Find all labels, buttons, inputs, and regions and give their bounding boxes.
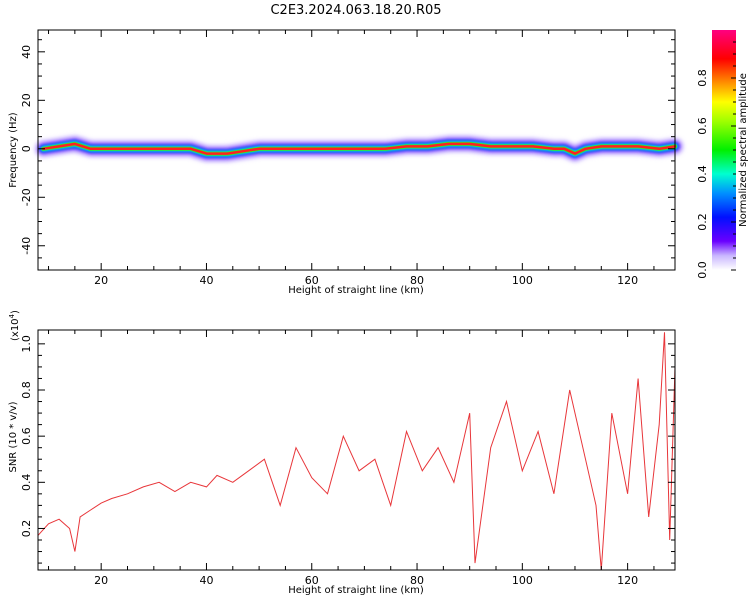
snr-x-label: Height of straight line (km) bbox=[288, 585, 424, 596]
colorbar-gradient bbox=[712, 30, 736, 270]
x-tick-label: 60 bbox=[305, 274, 319, 287]
spectrogram-frame bbox=[37, 29, 676, 271]
x-tick-label: 80 bbox=[410, 274, 424, 287]
y-tick-label: 1.0 bbox=[20, 335, 33, 353]
y-tick-label: 0.2 bbox=[20, 520, 33, 538]
x-tick-label: 100 bbox=[512, 274, 533, 287]
x-tick-label: 20 bbox=[94, 274, 108, 287]
snr-x-ticks: 20 40 60 80 100 120 bbox=[48, 330, 655, 587]
y-tick-label: -20 bbox=[20, 188, 33, 206]
spectrogram-y-ticks: 40 20 0 -20 -40 bbox=[20, 39, 675, 271]
colorbar-tick-label: 0.6 bbox=[696, 117, 709, 135]
scale-note-open: (x10 bbox=[10, 318, 21, 341]
spectrogram-x-ticks: 20 40 60 80 100 120 bbox=[48, 30, 655, 287]
snr-scale-note: (x104) bbox=[8, 310, 21, 341]
y-tick-label: 0.6 bbox=[20, 427, 33, 445]
colorbar-tick-label: 0.4 bbox=[696, 165, 709, 183]
y-tick-label: 20 bbox=[20, 93, 33, 107]
colorbar-tick-label: 0.2 bbox=[696, 213, 709, 231]
snr-frame bbox=[37, 329, 676, 571]
x-tick-label: 60 bbox=[305, 574, 319, 587]
y-tick-label: 0.8 bbox=[20, 381, 33, 399]
spectrogram-panel: 20 40 60 80 100 120 40 20 0 -20 -40 Height of str… bbox=[8, 29, 684, 296]
colorbar-tick-label: 0.8 bbox=[696, 69, 709, 87]
x-tick-label: 20 bbox=[94, 574, 108, 587]
x-tick-label: 40 bbox=[199, 274, 213, 287]
ridge-red bbox=[42, 142, 677, 155]
chart-title: C2E3.2024.063.18.20.R05 bbox=[270, 3, 441, 18]
spectrogram-y-label: Frequency (Hz) bbox=[8, 112, 19, 188]
x-tick-label: 120 bbox=[617, 274, 638, 287]
x-tick-label: 100 bbox=[512, 574, 533, 587]
colorbar-label: Normalized spectral amplitude bbox=[738, 73, 749, 227]
colorbar-ticks: 0.0 0.2 0.4 0.6 0.8 bbox=[696, 41, 736, 279]
x-tick-label: 40 bbox=[199, 574, 213, 587]
y-tick-label: 0 bbox=[20, 145, 33, 152]
spectrogram-ridge bbox=[34, 134, 684, 163]
y-tick-label: 0.4 bbox=[20, 474, 33, 492]
y-tick-label: 40 bbox=[20, 45, 33, 59]
x-tick-label: 80 bbox=[410, 574, 424, 587]
colorbar-tick-label: 0.0 bbox=[696, 261, 709, 279]
svg-text:(x104): (x104) bbox=[8, 310, 21, 341]
snr-panel: 20 40 60 80 100 120 0.2 0.4 0.6 0.8 1.0 Height of… bbox=[8, 310, 676, 596]
snr-y-ticks: 0.2 0.4 0.6 0.8 1.0 bbox=[20, 335, 675, 564]
colorbar: 0.0 0.2 0.4 0.6 0.8 Normalized spectral ampl… bbox=[696, 30, 749, 279]
x-tick-label: 120 bbox=[617, 574, 638, 587]
y-tick-label: -40 bbox=[20, 237, 33, 255]
snr-y-label: SNR (10 * v/v) bbox=[8, 401, 19, 472]
spectrogram-x-label: Height of straight line (km) bbox=[288, 285, 424, 296]
scale-note-close: ) bbox=[10, 310, 21, 314]
snr-series-line bbox=[37, 332, 676, 571]
scale-note-exp: 4 bbox=[8, 313, 16, 318]
